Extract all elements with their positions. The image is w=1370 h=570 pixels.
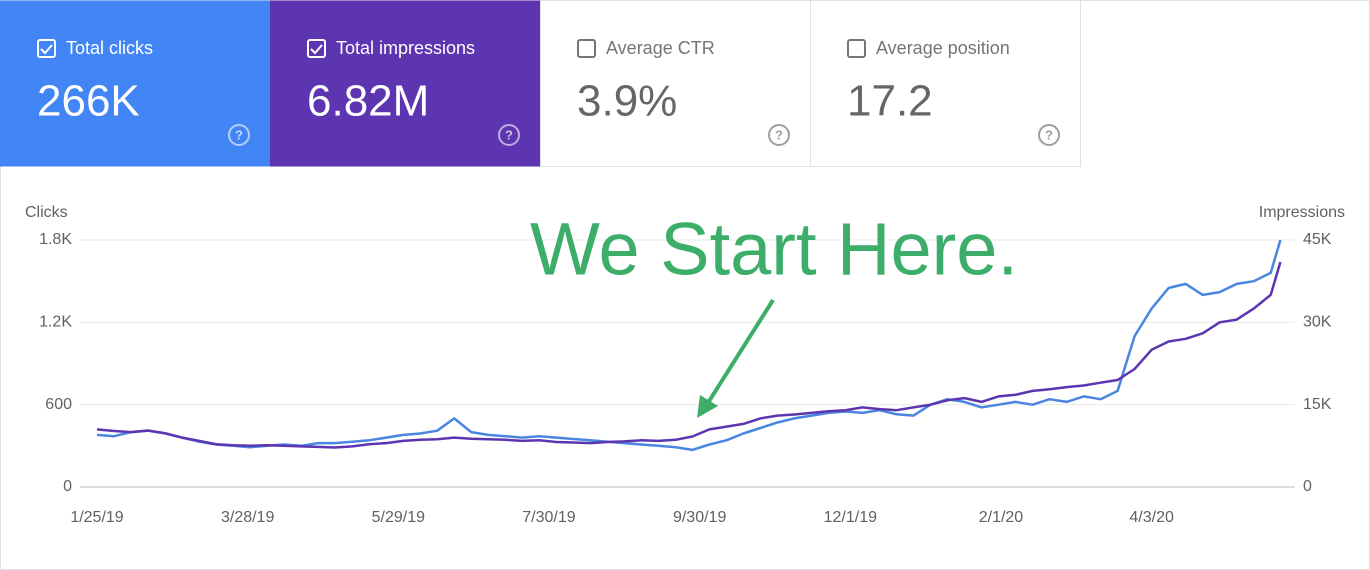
card-label: Average CTR [606, 38, 715, 58]
y2-tick-label: 30K [1303, 314, 1332, 331]
checkbox[interactable] [37, 39, 56, 58]
checkmark [40, 44, 53, 55]
plot: 0 600 1.2K 1.8K 0 15K 30K 45K 1/25/19 3/28/19 5/29… [39, 231, 1332, 526]
x-tick-label: 12/1/19 [824, 509, 877, 526]
x-tick-label: 7/30/19 [522, 509, 575, 526]
y2-axis-title: Impressions [1259, 204, 1345, 221]
help-circle [768, 124, 790, 146]
y-tick-label: 600 [45, 396, 72, 413]
x-tick-label: 5/29/19 [372, 509, 425, 526]
metric-card[interactable]: Total impressions 6.82M? [270, 0, 541, 167]
help-icon[interactable]: ? [768, 124, 790, 146]
arrow [697, 298, 775, 418]
metric-card[interactable]: Average position 17.2? [810, 0, 1081, 167]
y2-tick-label: 45K [1303, 231, 1332, 248]
checkmark [310, 44, 323, 55]
x-tick-label: 9/30/19 [673, 509, 726, 526]
x-tick-label: 2/1/20 [979, 509, 1024, 526]
series-line [96, 261, 1282, 449]
checkbox[interactable] [307, 39, 326, 58]
card-label: Total clicks [66, 38, 153, 58]
card-background [270, 0, 541, 167]
help-circle [498, 124, 520, 146]
card-background [810, 0, 1081, 167]
card-value: 6.82M [307, 77, 429, 126]
x-tick-label: 4/3/20 [1129, 509, 1174, 526]
card-label: Total impressions [336, 38, 475, 58]
checkbox[interactable] [847, 39, 866, 58]
y-tick-label: 1.8K [39, 231, 72, 248]
card-value: 17.2 [847, 77, 933, 126]
y2-tick-label: 15K [1303, 396, 1332, 413]
help-glyph: ? [1045, 127, 1053, 142]
y-tick-label: 0 [63, 478, 72, 495]
card-value: 3.9% [577, 77, 677, 126]
card-value: 266K [37, 77, 140, 126]
metric-card[interactable]: Average CTR 3.9%? [540, 0, 811, 167]
help-icon[interactable]: ? [228, 124, 250, 146]
y-tick-label: 1.2K [39, 314, 72, 331]
card-label: Average position [876, 38, 1010, 58]
checkbox[interactable] [577, 39, 596, 58]
x-tick-label: 3/28/19 [221, 509, 274, 526]
help-circle [1038, 124, 1060, 146]
help-circle [228, 124, 250, 146]
help-glyph: ? [505, 127, 513, 142]
annotation: We Start Here. [530, 208, 1018, 291]
help-icon[interactable]: ? [498, 124, 520, 146]
help-glyph: ? [775, 127, 783, 142]
y-axis-title: Clicks [25, 204, 68, 221]
help-icon[interactable]: ? [1038, 124, 1060, 146]
y2-tick-label: 0 [1303, 478, 1312, 495]
help-glyph: ? [235, 127, 243, 142]
card-background [0, 0, 271, 167]
metric-card[interactable]: Total clicks 266K? [0, 0, 271, 167]
card-row: Total clicks 266K? Total impressions 6.82M?… [0, 0, 1081, 167]
x-tick-label: 1/25/19 [70, 509, 123, 526]
